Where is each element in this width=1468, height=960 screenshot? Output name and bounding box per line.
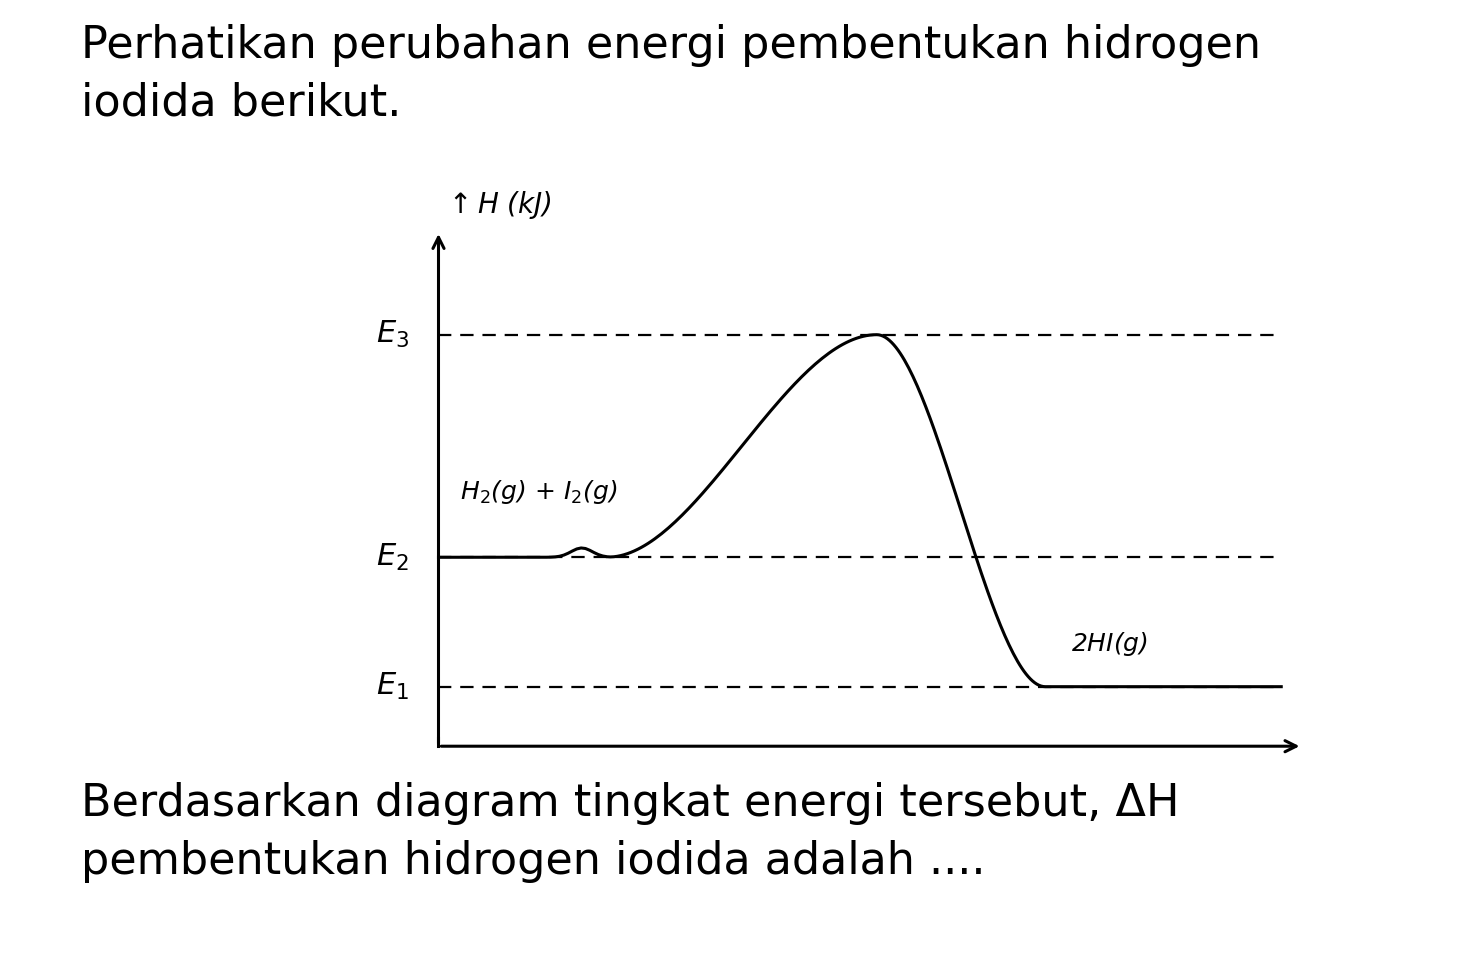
Text: $\uparrow$$H$ (kJ): $\uparrow$$H$ (kJ) xyxy=(443,189,552,221)
Text: $E_1$: $E_1$ xyxy=(376,671,410,702)
Text: Berdasarkan diagram tingkat energi tersebut, ΔH: Berdasarkan diagram tingkat energi terse… xyxy=(81,782,1179,826)
Text: pembentukan hidrogen iodida adalah ....: pembentukan hidrogen iodida adalah .... xyxy=(81,840,985,883)
Text: $E_3$: $E_3$ xyxy=(376,319,410,350)
Text: 2HI($g$): 2HI($g$) xyxy=(1070,630,1148,659)
Text: Perhatikan perubahan energi pembentukan hidrogen: Perhatikan perubahan energi pembentukan … xyxy=(81,24,1261,67)
Text: iodida berikut.: iodida berikut. xyxy=(81,82,401,125)
Text: $E_2$: $E_2$ xyxy=(376,541,410,573)
Text: H$_2$($g$) + I$_2$($g$): H$_2$($g$) + I$_2$($g$) xyxy=(459,477,617,506)
